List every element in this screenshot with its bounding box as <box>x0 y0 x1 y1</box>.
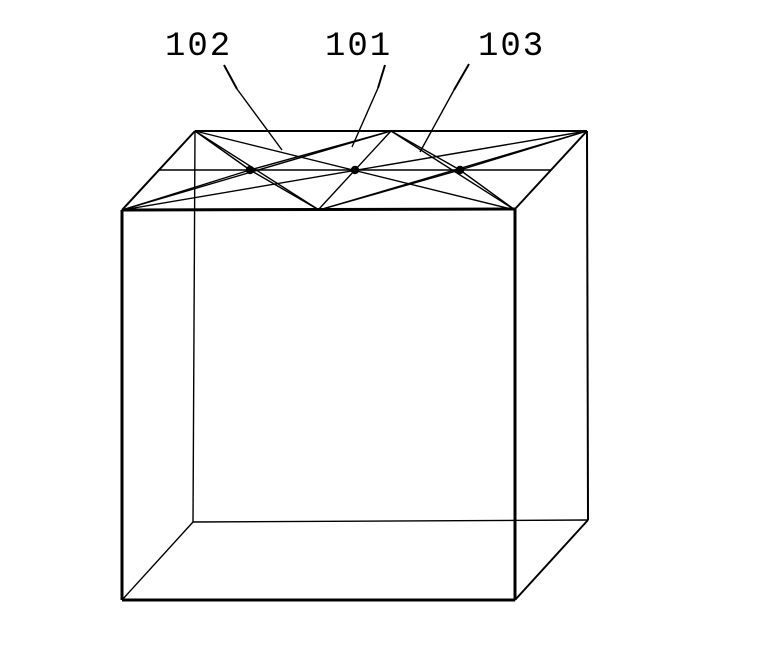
label-l103: 103 <box>478 28 545 66</box>
label-l101: 101 <box>325 28 392 66</box>
label-l102: 102 <box>165 28 232 66</box>
